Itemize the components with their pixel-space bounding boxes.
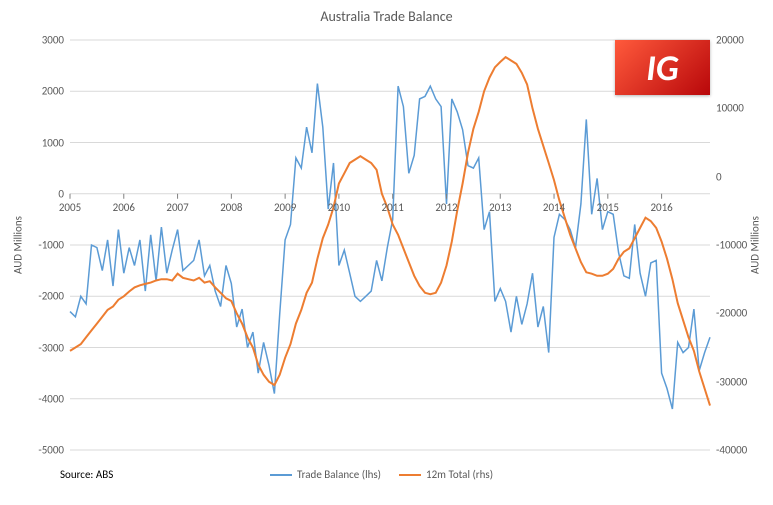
y-right-tick-label: -10000	[716, 239, 747, 252]
y-left-tick-label: -2000	[14, 290, 64, 303]
legend-label: Trade Balance (lhs)	[297, 468, 381, 481]
x-tick-label: 2016	[650, 201, 672, 214]
y-left-tick-label: -5000	[14, 444, 64, 457]
legend-item: 12m Total (rhs)	[399, 468, 493, 481]
x-tick-label: 2011	[382, 201, 404, 214]
y-right-tick-label: 0	[716, 170, 722, 183]
y-right-tick-label: -30000	[716, 375, 747, 388]
x-tick-label: 2006	[113, 201, 135, 214]
y-left-tick-label: -3000	[14, 341, 64, 354]
chart-container: Australia Trade Balance AUD Millions AUD…	[0, 0, 773, 505]
x-tick-label: 2008	[220, 201, 242, 214]
legend-label: 12m Total (rhs)	[426, 468, 493, 481]
x-tick-label: 2015	[597, 201, 619, 214]
x-tick-label: 2007	[166, 201, 188, 214]
y-left-tick-label: -4000	[14, 392, 64, 405]
x-tick-label: 2005	[59, 201, 81, 214]
y-right-tick-label: 20000	[716, 34, 744, 47]
legend-item: Trade Balance (lhs)	[270, 468, 381, 481]
legend-swatch	[399, 474, 421, 476]
y-left-tick-label: -1000	[14, 239, 64, 252]
legend-swatch	[270, 474, 292, 476]
brand-logo-text: IG	[646, 46, 679, 90]
y-axis-right-title: AUD Millions	[749, 216, 762, 274]
brand-logo: IG	[615, 40, 710, 95]
y-left-tick-label: 0	[14, 187, 64, 200]
x-tick-label: 2012	[435, 201, 457, 214]
y-right-tick-label: -40000	[716, 444, 747, 457]
y-left-tick-label: 1000	[14, 136, 64, 149]
source-label: Source: ABS	[60, 468, 113, 481]
y-right-tick-label: 10000	[716, 102, 744, 115]
y-right-tick-label: -20000	[716, 307, 747, 320]
x-tick-label: 2014	[543, 201, 565, 214]
y-left-tick-label: 3000	[14, 34, 64, 47]
x-tick-label: 2013	[489, 201, 511, 214]
legend: Trade Balance (lhs) 12m Total (rhs)	[270, 468, 493, 481]
y-left-tick-label: 2000	[14, 85, 64, 98]
x-tick-label: 2009	[274, 201, 296, 214]
x-tick-label: 2010	[328, 201, 350, 214]
